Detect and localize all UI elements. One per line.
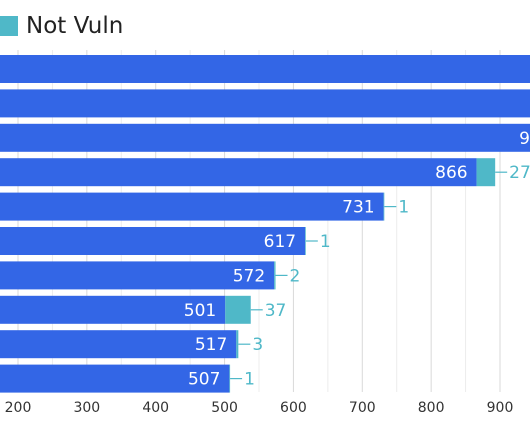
legend-swatch-not-vuln <box>0 16 18 36</box>
value-label-vuln: 731 <box>342 198 374 218</box>
x-tick-label: 400 <box>142 400 169 416</box>
value-label-vuln: 617 <box>264 232 296 252</box>
x-tick-label: 700 <box>349 400 376 416</box>
value-label-not-vuln: 1 <box>320 232 331 252</box>
x-tick-label: 500 <box>211 400 238 416</box>
x-tick-label: 800 <box>418 400 445 416</box>
bar-vuln <box>0 158 477 187</box>
bar-not-vuln <box>476 158 496 187</box>
bar-vuln <box>0 89 530 118</box>
bar-not-vuln <box>236 330 239 359</box>
x-tick-label: 600 <box>280 400 307 416</box>
value-label-not-vuln: 1 <box>398 198 409 218</box>
bar-vuln <box>0 330 237 359</box>
value-label-not-vuln: 3 <box>252 335 263 355</box>
x-tick-label: 300 <box>73 400 100 416</box>
bar-not-vuln <box>383 192 385 221</box>
value-label-not-vuln: 27 <box>509 163 530 183</box>
value-label-vuln: 517 <box>195 335 227 355</box>
value-label-vuln: 866 <box>435 163 467 183</box>
bar-not-vuln <box>274 261 276 290</box>
bar-not-vuln <box>225 295 251 324</box>
legend-label-not-vuln: Not Vuln <box>26 13 124 39</box>
chart-legend: Not Vuln <box>0 8 123 44</box>
bar-vuln <box>0 261 275 290</box>
bar-not-vuln <box>229 364 231 393</box>
x-tick-label: 900 <box>487 400 514 416</box>
value-label-vuln: 501 <box>184 301 216 321</box>
value-label-vuln: 9 <box>519 129 530 149</box>
value-label-vuln: 507 <box>188 370 220 390</box>
bar-vuln <box>0 295 226 324</box>
bar-vuln <box>0 55 530 83</box>
value-label-vuln: 572 <box>233 266 265 286</box>
bar-vuln <box>0 364 230 393</box>
bar-vuln <box>0 192 384 221</box>
bar-vuln <box>0 123 530 152</box>
bar-vuln <box>0 227 306 255</box>
value-label-not-vuln: 2 <box>290 266 301 286</box>
x-tick-label: 200 <box>5 400 32 416</box>
value-label-not-vuln: 37 <box>265 301 287 321</box>
value-label-not-vuln: 1 <box>244 370 255 390</box>
bar-not-vuln <box>305 227 306 255</box>
